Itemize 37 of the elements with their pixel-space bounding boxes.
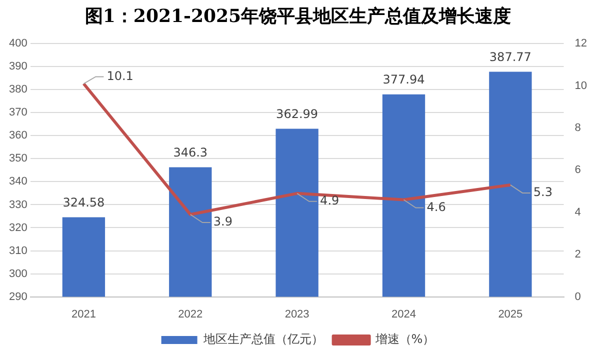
y-tick-label: 330 [8, 198, 28, 211]
y-tick-label: 310 [8, 244, 28, 257]
y2-tick-label: 4 [574, 206, 581, 218]
y-tick-label: 370 [8, 106, 28, 119]
x-tick-label: 2021 [71, 308, 96, 320]
chart-title: 图1：2021-2025年饶平县地区生产总值及增长速度 [84, 5, 512, 29]
y2-tick-label: 12 [574, 38, 588, 50]
y-tick-label: 400 [8, 38, 28, 50]
y2-tick-label: 8 [574, 122, 581, 134]
data-label: 4.6 [426, 200, 446, 214]
data-label: 377.94 [382, 72, 425, 87]
data-label: 362.99 [276, 106, 318, 121]
x-tick-label: 2025 [498, 308, 523, 320]
y-tick-label: 340 [8, 176, 28, 188]
y2-tick-label: 2 [574, 248, 581, 261]
x-tick-label: 2022 [178, 308, 203, 320]
y-tick-label: 380 [8, 84, 28, 96]
legend-label: 增速（%） [374, 332, 435, 346]
y-tick-label: 320 [8, 222, 28, 234]
data-label: 387.77 [489, 50, 532, 64]
y-tick-label: 300 [8, 268, 28, 280]
y2-tick-label: 0 [574, 290, 581, 303]
data-label: 324.58 [62, 195, 105, 210]
y-tick-label: 290 [8, 290, 28, 303]
x-tick-label: 2024 [392, 308, 416, 320]
y-tick-label: 360 [8, 130, 28, 142]
data-label: 4.9 [320, 194, 340, 208]
data-label: 5.3 [533, 185, 553, 200]
y-tick-label: 390 [8, 60, 28, 73]
data-label: 3.9 [213, 214, 232, 229]
y-tick-label: 350 [8, 152, 28, 165]
data-label: 346.3 [173, 145, 208, 160]
data-label: 10.1 [106, 68, 134, 83]
y2-tick-label: 10 [574, 80, 588, 92]
y2-tick-label: 6 [574, 164, 581, 176]
legend-label: 地区生产总值（亿元） [202, 332, 324, 346]
x-tick-label: 2023 [284, 308, 310, 320]
